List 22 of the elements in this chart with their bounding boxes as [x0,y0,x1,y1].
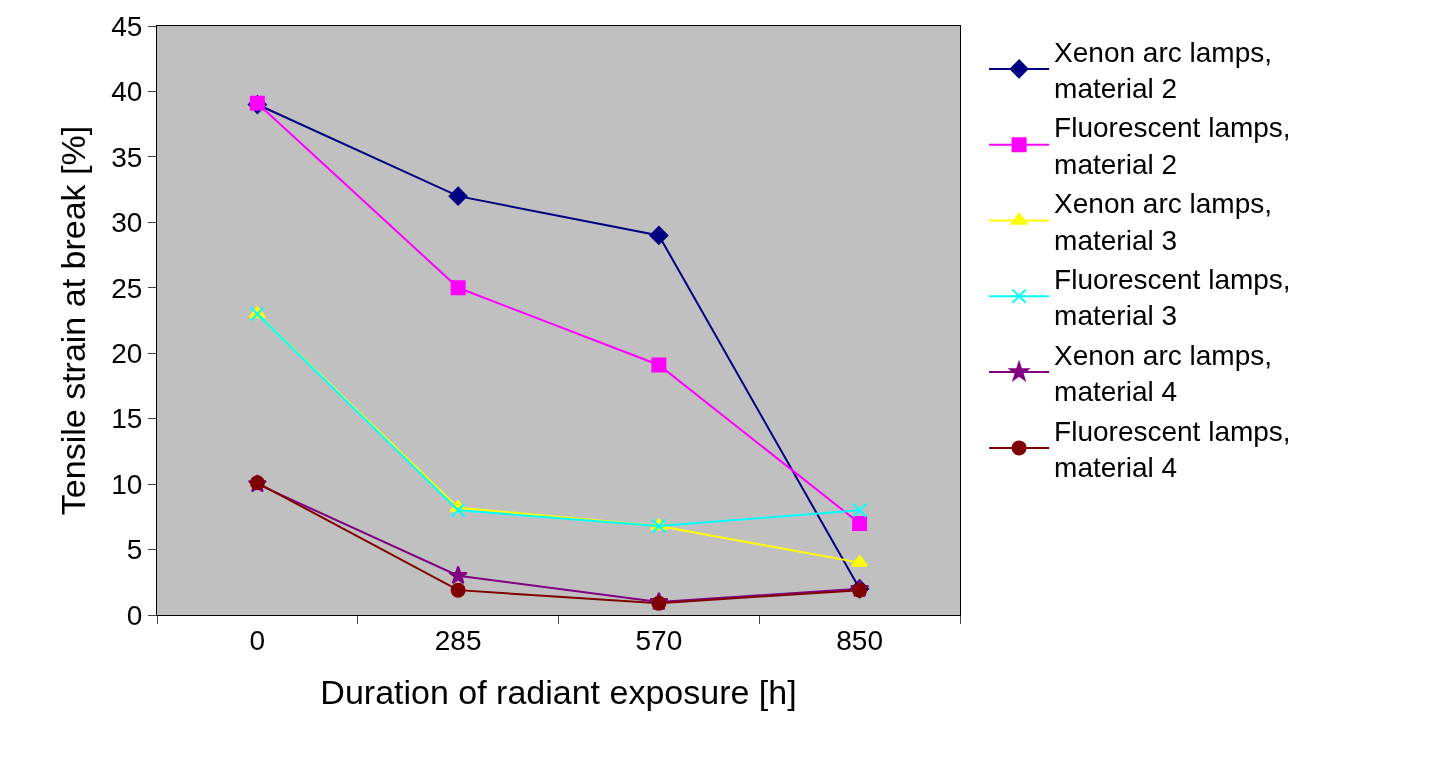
y-tick-label: 15 [111,403,143,435]
legend-label: Fluorescent lamps, material 4 [1054,415,1291,484]
x-tick-label: 570 [635,624,683,656]
x-tick-label: 0 [249,624,266,656]
y-tick-label: 35 [111,141,143,173]
y-axis-title: Tensile strain at break [%] [53,125,92,516]
legend-label: Fluorescent lamps, material 2 [1054,112,1291,180]
x-axis-title: Duration of radiant exposure [h] [320,672,797,711]
y-tick-label: 25 [111,272,143,304]
x-tick-label: 285 [434,624,482,656]
y-tick-label: 40 [111,76,143,108]
y-tick-label: 10 [111,468,143,500]
y-tick-label: 20 [111,338,143,370]
x-tick-label: 850 [836,624,883,656]
y-tick-label: 0 [126,599,143,631]
legend-label: Xenon arc lamps, material 4 [1054,339,1272,408]
y-tick-label: 30 [111,207,143,239]
legend-label: Xenon arc lamps, material 3 [1054,188,1272,256]
legend-label: Xenon arc lamps, material 2 [1054,36,1272,105]
legend-label: Fluorescent lamps, material 3 [1054,264,1291,332]
y-tick-label: 5 [126,534,143,566]
y-tick-label: 45 [111,10,143,42]
